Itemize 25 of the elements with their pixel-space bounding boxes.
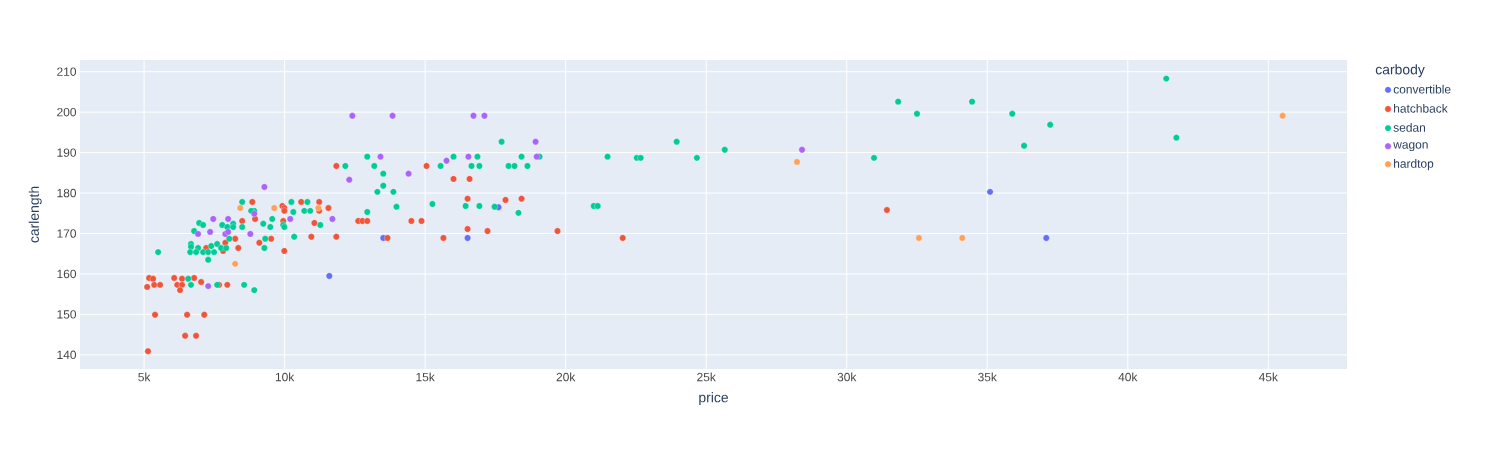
x-tick-label: 15k bbox=[416, 372, 435, 382]
y-tick-label: 210 bbox=[57, 67, 77, 76]
x-tick-label: 25k bbox=[697, 372, 716, 382]
x-tick-label: 20k bbox=[556, 372, 576, 382]
y-tick-label: 140 bbox=[57, 350, 77, 360]
legend-title: carbody bbox=[1375, 64, 1425, 78]
y-tick-label: 170 bbox=[57, 229, 77, 238]
legend-label: sedan bbox=[1393, 123, 1426, 132]
legend-label: wagon bbox=[1393, 142, 1428, 152]
legend-label: convertible bbox=[1393, 84, 1451, 94]
y-tick-label: 150 bbox=[57, 310, 77, 319]
legend-label: hatchback bbox=[1394, 103, 1448, 113]
x-axis-title: price bbox=[699, 392, 728, 406]
y-tick-label: 160 bbox=[57, 269, 77, 279]
y-tick-label: 200 bbox=[57, 107, 77, 117]
x-tick-label: 5k bbox=[138, 372, 151, 382]
x-tick-label: 30k bbox=[837, 372, 857, 382]
x-tick-label: 45k bbox=[1258, 372, 1278, 382]
legend-label: hardtop bbox=[1394, 159, 1434, 171]
x-tick-label: 35k bbox=[978, 372, 997, 382]
x-tick-label: 10k bbox=[275, 372, 295, 382]
x-tick-label: 40k bbox=[1118, 372, 1138, 382]
y-axis-title: carlength bbox=[28, 186, 42, 243]
y-tick-label: 190 bbox=[57, 148, 77, 157]
y-tick-label: 180 bbox=[57, 188, 77, 198]
